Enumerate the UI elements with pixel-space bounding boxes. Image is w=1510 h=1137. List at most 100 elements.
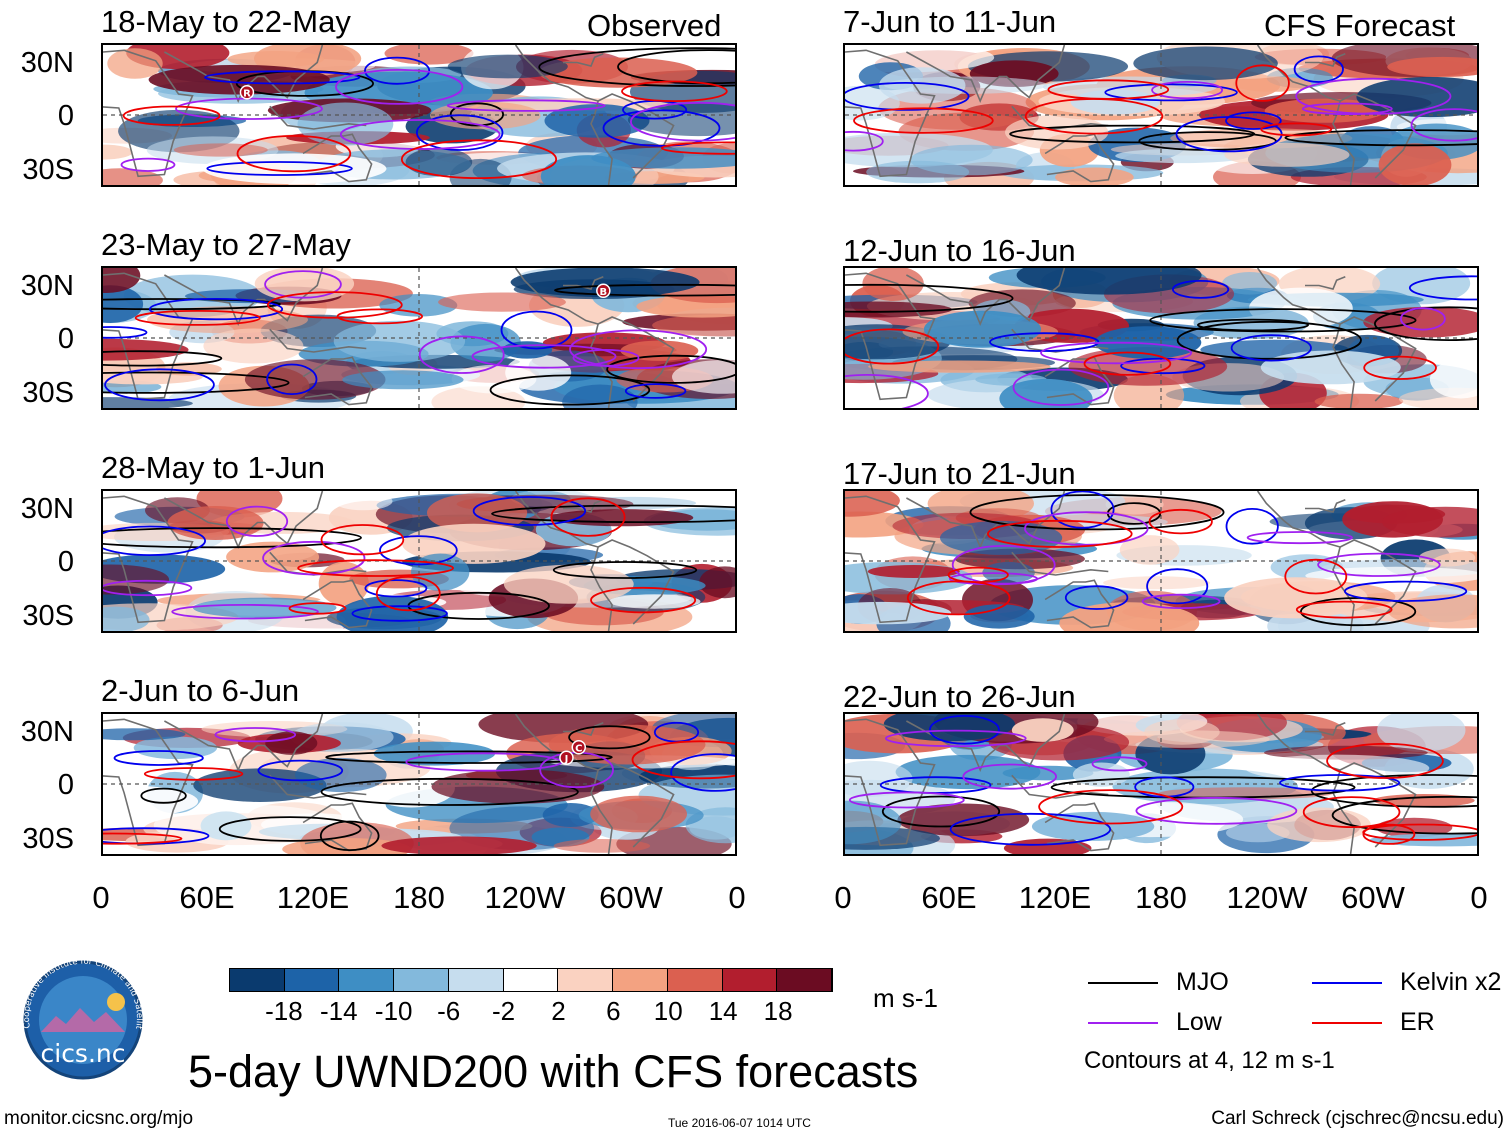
anomaly-blob (1377, 714, 1466, 752)
anomaly-blob (1382, 506, 1477, 538)
mjo-contour (103, 371, 290, 394)
legend-kelvin: Kelvin x2 (1312, 968, 1501, 997)
anomaly-blob (173, 143, 268, 157)
legend-er-line (1312, 1021, 1382, 1024)
low-contour (1301, 102, 1393, 116)
mjo-contour (103, 350, 223, 367)
anomaly-blob (103, 168, 163, 185)
low-contour (1151, 80, 1224, 100)
low-contour (848, 791, 965, 809)
lat-tick-label: 30S (22, 154, 74, 186)
coastline (563, 499, 604, 513)
kelvin-contour (624, 383, 687, 399)
colorbar-tick-label: 10 (653, 996, 683, 1026)
coastline (1305, 722, 1346, 736)
anomaly-blob (1005, 115, 1109, 150)
anomaly-blob (103, 728, 186, 741)
mjo-contour (552, 561, 698, 579)
colorbar-tick-label: 14 (708, 996, 738, 1026)
low-contour (418, 335, 505, 374)
kelvin-contour (1120, 357, 1206, 375)
coastline (1011, 328, 1109, 353)
storm-marker-label: R (243, 88, 251, 99)
er-contour (1260, 122, 1333, 137)
anomaly-blob (897, 803, 1030, 837)
legend-mjo-line (1088, 981, 1158, 984)
anomaly-blob (999, 378, 1093, 408)
kelvin-contour (1146, 568, 1209, 605)
anomaly-blob (265, 731, 318, 755)
low-contour (845, 374, 929, 408)
panel-title: 22-Jun to 26-Jun (843, 679, 1076, 714)
lat-tick-label: 0 (57, 546, 74, 578)
coastline (1305, 53, 1346, 67)
lat-tick-label: 0 (57, 100, 74, 132)
colorbar-segment (558, 969, 614, 991)
coastline (906, 45, 1066, 104)
anomaly-blob (878, 67, 966, 104)
legend-kelvin-label: Kelvin x2 (1400, 968, 1502, 996)
kelvin-contour (500, 310, 573, 350)
anomaly-blob (342, 370, 464, 390)
low-contour (1091, 756, 1148, 772)
panel-title: 23-May to 27-May (101, 227, 351, 262)
er-contour (1302, 796, 1401, 828)
storm-marker: B (596, 283, 611, 298)
colorbar-tick-label: -14 (320, 996, 358, 1026)
anomaly-blob (1418, 548, 1476, 567)
coastline (1044, 802, 1115, 852)
coastline (563, 276, 604, 290)
lon-tick-label: 180 (393, 880, 445, 915)
anomaly-blob (103, 285, 144, 323)
anomaly-blob (1119, 535, 1180, 565)
kelvin-contour (929, 715, 1000, 745)
legend-low-line (1088, 1021, 1158, 1024)
low-contour (1040, 341, 1193, 365)
coastline (1305, 276, 1346, 290)
lat-tick-label: 30S (22, 600, 74, 632)
colorbar-tick-label: -6 (437, 996, 461, 1026)
colorbar (229, 968, 833, 992)
er-contour (400, 139, 558, 179)
anomaly-blob (501, 341, 553, 359)
kelvin-contour (1343, 580, 1468, 602)
anomaly-blob (1224, 577, 1368, 619)
legend-er-label: ER (1400, 1008, 1435, 1036)
mjo-contour (881, 795, 1001, 828)
main-title: 5-day UWND200 with CFS forecasts (188, 1046, 919, 1097)
er-contour (375, 575, 441, 612)
coastline (1339, 316, 1417, 402)
storm-marker: J (559, 750, 574, 765)
anomaly-blob (295, 757, 387, 793)
mjo-contour (491, 504, 735, 523)
er-contour (336, 308, 423, 325)
anomaly-blob (1388, 594, 1477, 629)
coastline (514, 268, 613, 408)
kelvin-contour (103, 525, 206, 556)
colorbar-segment (394, 969, 449, 991)
coastline (302, 356, 373, 406)
anomaly-blob (1245, 754, 1430, 782)
er-contour (320, 524, 405, 556)
panel-title: 28-May to 1-Jun (101, 450, 325, 485)
mjo-contour (568, 725, 651, 750)
anomaly-blob (1072, 762, 1130, 787)
colorbar-segment (722, 969, 778, 991)
coastline (845, 495, 936, 624)
coastline (302, 579, 373, 629)
lat-tick-label: 0 (57, 769, 74, 801)
panel-title: 18-May to 22-May (101, 4, 351, 39)
er-contour (143, 767, 244, 781)
anomaly-blob (1103, 730, 1270, 748)
er-contour (1363, 355, 1437, 380)
er-contour (1235, 64, 1290, 102)
lon-tick-label: 120W (484, 880, 566, 915)
kelvin-contour (103, 326, 148, 339)
map-panel (843, 266, 1479, 410)
low-contour (225, 505, 289, 537)
er-contour (853, 107, 994, 134)
mjo-contour (319, 820, 380, 852)
lat-tick-label: 30N (20, 270, 74, 302)
wind-anomaly-field (845, 714, 1477, 854)
er-contour (1148, 508, 1213, 535)
